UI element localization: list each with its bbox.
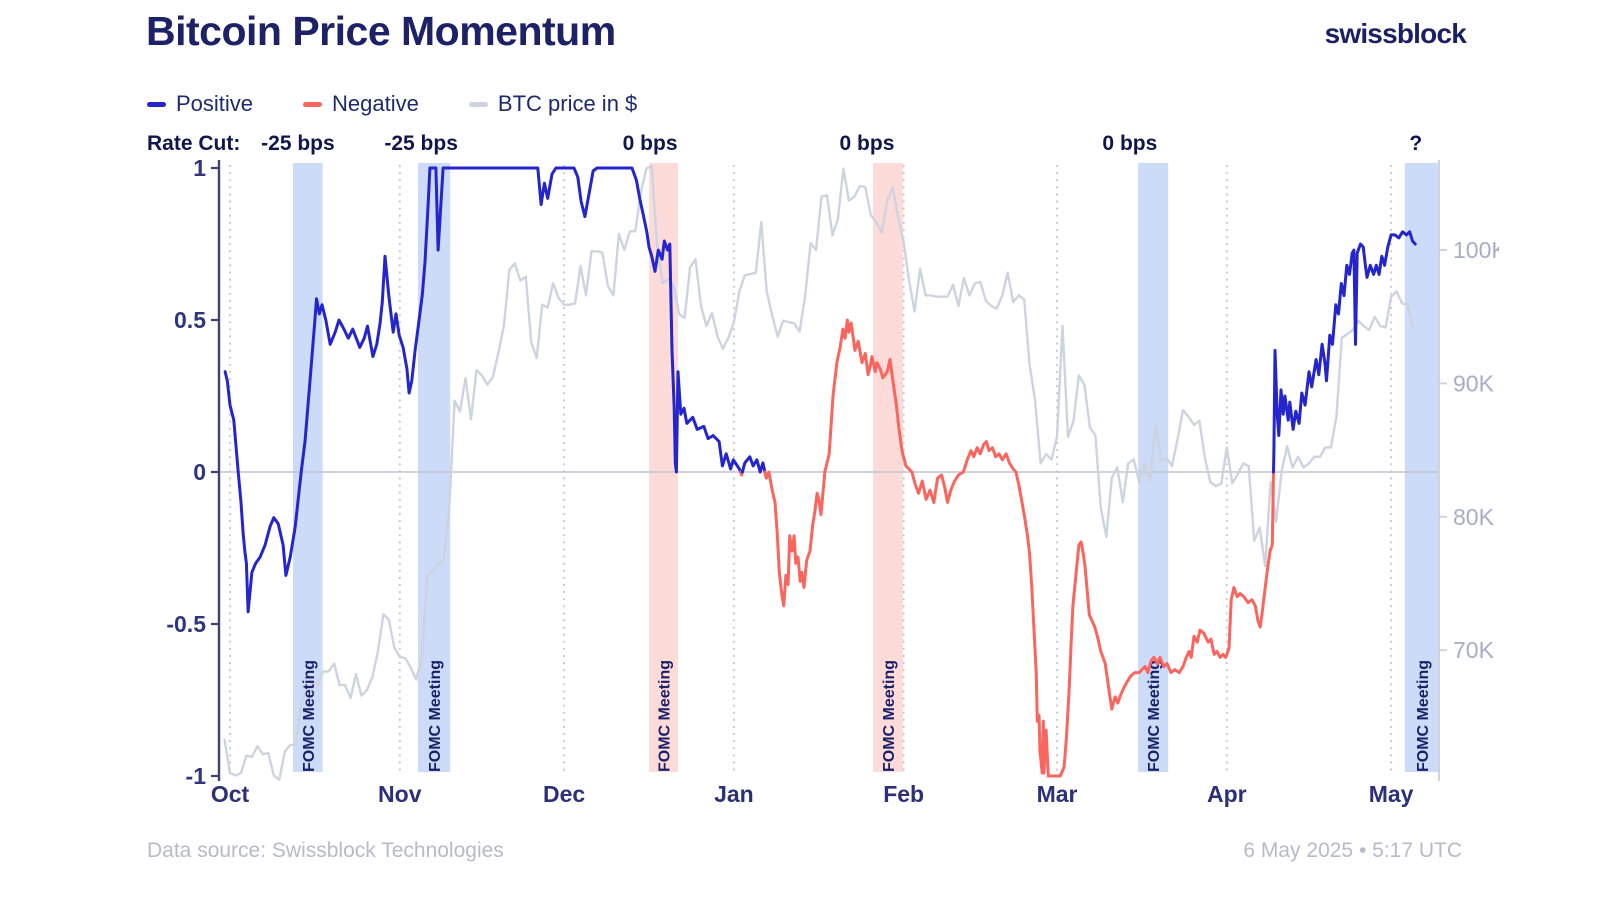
chart-legend: Positive Negative BTC price in $ xyxy=(147,91,637,117)
swissblock-logo: swissblock xyxy=(1324,18,1467,49)
momentum-line-positive-segment xyxy=(223,166,742,614)
fomc-band xyxy=(1404,163,1439,772)
fomc-band xyxy=(293,163,323,772)
legend-label: BTC price in $ xyxy=(497,91,638,116)
legend-item-btc-price-in-: BTC price in $ xyxy=(468,91,638,117)
legend-label: Negative xyxy=(332,91,419,116)
rate-cut-prefix-label: Rate Cut: xyxy=(147,132,241,155)
rate-cut-value-label: 0 bps xyxy=(839,132,895,155)
rate-cut-value-label: -25 bps xyxy=(261,132,335,155)
btc-price-line xyxy=(223,164,1415,781)
fomc-band-caption: FOMC Meeting xyxy=(1146,660,1163,772)
month-label: Oct xyxy=(211,781,250,807)
right-axis-tick-label: 80K xyxy=(1453,504,1495,530)
right-axis-tick-label: 90K xyxy=(1453,370,1495,396)
fomc-band-caption: FOMC Meeting xyxy=(881,660,898,772)
right-axis-tick-label: 100K xyxy=(1453,237,1507,263)
fomc-band xyxy=(417,163,451,772)
legend-label: Positive xyxy=(176,91,254,116)
left-axis-tick-label: 0 xyxy=(193,459,206,485)
rate-cut-value-label: 0 bps xyxy=(1102,132,1158,155)
month-label: Dec xyxy=(543,781,585,807)
left-axis-tick-label: -1 xyxy=(186,763,207,789)
fomc-band-caption: FOMC Meeting xyxy=(657,660,674,772)
legend-swatch-icon xyxy=(468,101,488,107)
right-axis-tick-label: 70K xyxy=(1453,637,1495,663)
legend-item-positive: Positive xyxy=(147,91,253,117)
fomc-band xyxy=(873,163,904,772)
month-label: Nov xyxy=(378,781,422,807)
left-axis-tick-label: -0.5 xyxy=(166,611,206,637)
month-label: Feb xyxy=(883,781,924,807)
month-label: Jan xyxy=(714,781,754,807)
fomc-band-caption: FOMC Meeting xyxy=(427,660,444,772)
momentum-line-negative-segment xyxy=(763,318,1275,778)
month-label: Apr xyxy=(1207,781,1247,807)
month-label: Mar xyxy=(1037,781,1078,807)
legend-item-negative: Negative xyxy=(303,91,419,117)
rate-cut-value-label: ? xyxy=(1409,132,1423,155)
legend-swatch-icon xyxy=(147,101,166,107)
data-source-label: Data source: Swissblock Technologies xyxy=(147,839,504,862)
rate-cut-value-label: -25 bps xyxy=(384,132,458,155)
fomc-band-caption: FOMC Meeting xyxy=(301,660,318,772)
timestamp-label: 6 May 2025 • 5:17 UTC xyxy=(1243,839,1462,862)
right-label-clip-patch xyxy=(1499,234,1559,266)
left-axis-tick-label: 0.5 xyxy=(174,307,206,333)
page-title: Bitcoin Price Momentum xyxy=(146,8,616,54)
fomc-band-caption: FOMC Meeting xyxy=(1415,660,1432,772)
month-label: May xyxy=(1369,781,1414,807)
momentum-line-positive-segment xyxy=(1272,230,1417,474)
left-axis-tick-label: 1 xyxy=(193,155,206,181)
legend-swatch-icon xyxy=(303,101,323,107)
rate-cut-value-label: 0 bps xyxy=(622,132,678,155)
momentum-line-positive-segment xyxy=(740,455,767,474)
